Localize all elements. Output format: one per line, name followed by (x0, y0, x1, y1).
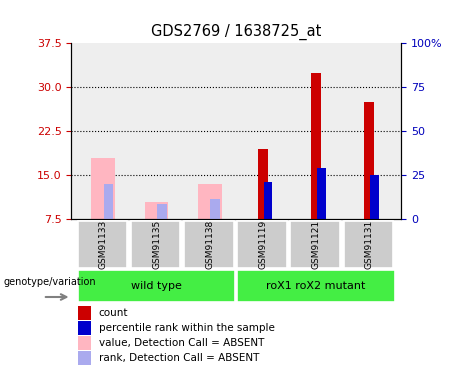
Bar (104, 184, 113, 219)
Bar (78, 321, 90, 335)
Bar (364, 102, 374, 219)
Bar (78, 306, 90, 320)
FancyBboxPatch shape (78, 221, 127, 268)
Bar (264, 182, 272, 219)
FancyBboxPatch shape (237, 221, 287, 268)
FancyBboxPatch shape (290, 221, 340, 268)
Bar (198, 184, 222, 219)
FancyBboxPatch shape (343, 221, 393, 268)
Bar (317, 168, 325, 219)
Bar (210, 199, 220, 219)
Text: genotype/variation: genotype/variation (4, 277, 96, 287)
FancyBboxPatch shape (131, 221, 180, 268)
Bar (157, 204, 166, 219)
Bar (78, 351, 90, 365)
Bar (311, 72, 321, 219)
Bar (258, 149, 268, 219)
Text: wild type: wild type (131, 281, 182, 291)
FancyBboxPatch shape (237, 270, 395, 302)
Bar (370, 176, 379, 219)
Text: rank, Detection Call = ABSENT: rank, Detection Call = ABSENT (99, 353, 259, 363)
Bar (145, 202, 168, 219)
Text: percentile rank within the sample: percentile rank within the sample (99, 323, 275, 333)
Title: GDS2769 / 1638725_at: GDS2769 / 1638725_at (151, 24, 321, 40)
FancyBboxPatch shape (78, 270, 235, 302)
Text: value, Detection Call = ABSENT: value, Detection Call = ABSENT (99, 338, 264, 348)
Text: GSM91138: GSM91138 (205, 220, 214, 269)
Text: GSM91119: GSM91119 (258, 220, 267, 269)
Text: GSM91131: GSM91131 (365, 220, 374, 269)
Text: GSM91133: GSM91133 (99, 220, 108, 269)
FancyBboxPatch shape (184, 221, 234, 268)
Bar (91, 158, 115, 219)
Text: GSM91135: GSM91135 (152, 220, 161, 269)
Text: GSM91121: GSM91121 (312, 220, 320, 269)
Text: count: count (99, 308, 128, 318)
Text: roX1 roX2 mutant: roX1 roX2 mutant (266, 281, 366, 291)
Bar (78, 336, 90, 350)
